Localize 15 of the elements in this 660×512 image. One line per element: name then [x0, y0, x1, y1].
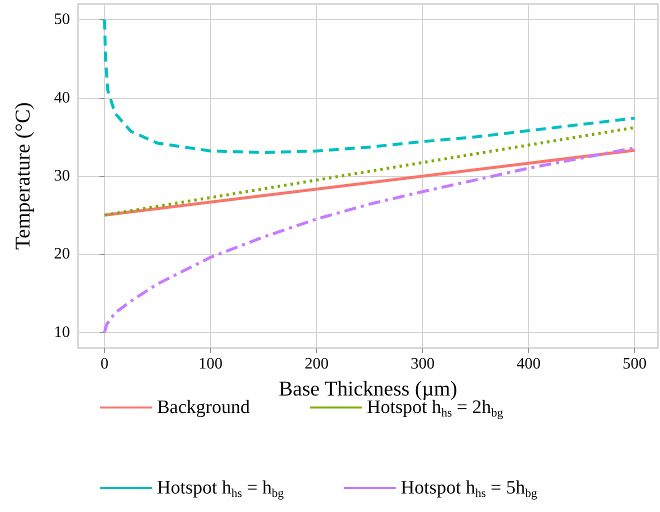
x-tick-label: 0	[100, 356, 109, 372]
x-tick-label: 500	[622, 356, 647, 372]
y-tick-label: 20	[54, 246, 70, 263]
line-series	[103, 18, 636, 154]
x-axis-title: Base Thickness (µm)	[278, 376, 458, 400]
x-tick-label: 300	[410, 356, 435, 372]
y-tick-label: 50	[54, 11, 70, 28]
x-tick-label: 200	[304, 356, 329, 372]
y-tick-label: 30	[54, 168, 70, 184]
y-tick-label: 10	[54, 324, 70, 341]
y-tick-label: 40	[54, 89, 70, 106]
x-tick-label: 100	[198, 356, 223, 372]
y-axis-title: Temperature (°C)	[10, 102, 34, 250]
x-tick-label: 400	[516, 356, 541, 372]
legend-label: Background	[157, 397, 250, 418]
